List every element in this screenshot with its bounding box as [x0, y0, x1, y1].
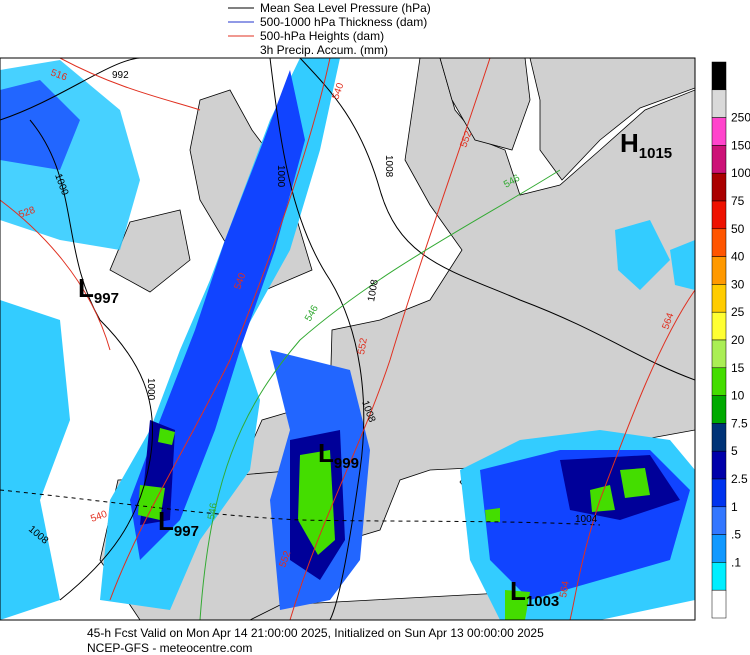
colorbar-box [711, 367, 727, 396]
pressure-center: H1015 [620, 128, 672, 162]
center-value: 999 [334, 455, 359, 472]
center-value: 1015 [639, 145, 672, 162]
colorbar-box [711, 339, 727, 369]
colorbar-box [711, 284, 727, 313]
contour-label: 546 [206, 502, 220, 521]
center-symbol: L [78, 273, 94, 303]
colorbar-box [711, 200, 727, 230]
colorbar-label: .5 [731, 528, 741, 542]
footer-valid-time: 45-h Fcst Valid on Mon Apr 14 21:00:00 2… [87, 626, 544, 640]
colorbar-box [711, 256, 727, 285]
colorbar-box [711, 117, 727, 146]
colorbar-box [711, 534, 727, 563]
colorbar-label: 100 [731, 166, 750, 180]
colorbar-box [711, 506, 727, 535]
colorbar-label: .1 [731, 555, 741, 569]
contour-label: 1008 [366, 278, 381, 302]
center-value: 997 [94, 290, 119, 307]
contour-label: 1004 [575, 514, 598, 525]
colorbar-box [711, 395, 727, 424]
legend-label: 500-1000 hPa Thickness (dam) [260, 15, 427, 29]
legend: Mean Sea Level Pressure (hPa)500-1000 hP… [228, 1, 431, 57]
colorbar-box [711, 423, 727, 452]
colorbar-label: 50 [731, 222, 745, 236]
colorbar-box [711, 228, 727, 257]
pressure-center: L999 [318, 438, 359, 472]
contour-label: 1008 [383, 155, 394, 178]
contours [0, 58, 695, 620]
colorbar-box [711, 145, 727, 174]
colorbar-label: 30 [731, 277, 745, 291]
colorbar-box [711, 589, 727, 619]
colorbar-label: 20 [731, 333, 745, 347]
footer-source: NCEP-GFS - meteocentre.com [87, 641, 252, 655]
colorbar-box [711, 172, 727, 202]
colorbar: 250 150 100 75 50 40 30 25 20 15 10 7.5 5 2.5 1 .5 .1 [711, 61, 750, 619]
colorbar-label: 150 [731, 138, 750, 152]
colorbar-label: 40 [731, 250, 745, 264]
colorbar-box [711, 562, 727, 591]
contour-label: 1000 [275, 165, 286, 188]
center-value: 997 [174, 523, 199, 540]
contour-label: 1000 [145, 378, 156, 401]
center-symbol: L [158, 506, 174, 536]
pressure-center: L997 [158, 506, 199, 540]
pressure-center: L997 [78, 273, 119, 307]
contour-label: 992 [112, 70, 129, 81]
center-symbol: L [510, 576, 526, 606]
colorbar-box [711, 89, 727, 118]
colorbar-box [711, 311, 727, 341]
colorbar-label: 75 [731, 194, 745, 208]
legend-label: Mean Sea Level Pressure (hPa) [260, 1, 431, 15]
colorbar-label: 5 [731, 444, 738, 458]
colorbar-label: 25 [731, 305, 745, 319]
colorbar-box [711, 61, 727, 91]
colorbar-label: 15 [731, 361, 745, 375]
center-value: 1003 [526, 593, 559, 610]
contour-label: 564 [558, 580, 572, 599]
map-frame [0, 57, 696, 621]
center-symbol: H [620, 128, 639, 158]
colorbar-label: 10 [731, 389, 745, 403]
legend-label: 500-hPa Heights (dam) [260, 29, 384, 43]
contour-label: 552 [356, 337, 370, 356]
colorbar-label: 250 [731, 111, 750, 125]
pressure-center: L1003 [510, 576, 559, 610]
legend-label: 3h Precip. Accum. (mm) [260, 43, 388, 57]
colorbar-box [711, 450, 727, 480]
center-symbol: L [318, 438, 334, 468]
colorbar-label: 1 [731, 500, 738, 514]
colorbar-box [711, 478, 727, 508]
precipitation [0, 58, 695, 620]
colorbar-label: 2.5 [731, 472, 748, 486]
colorbar-label: 7.5 [731, 416, 748, 430]
